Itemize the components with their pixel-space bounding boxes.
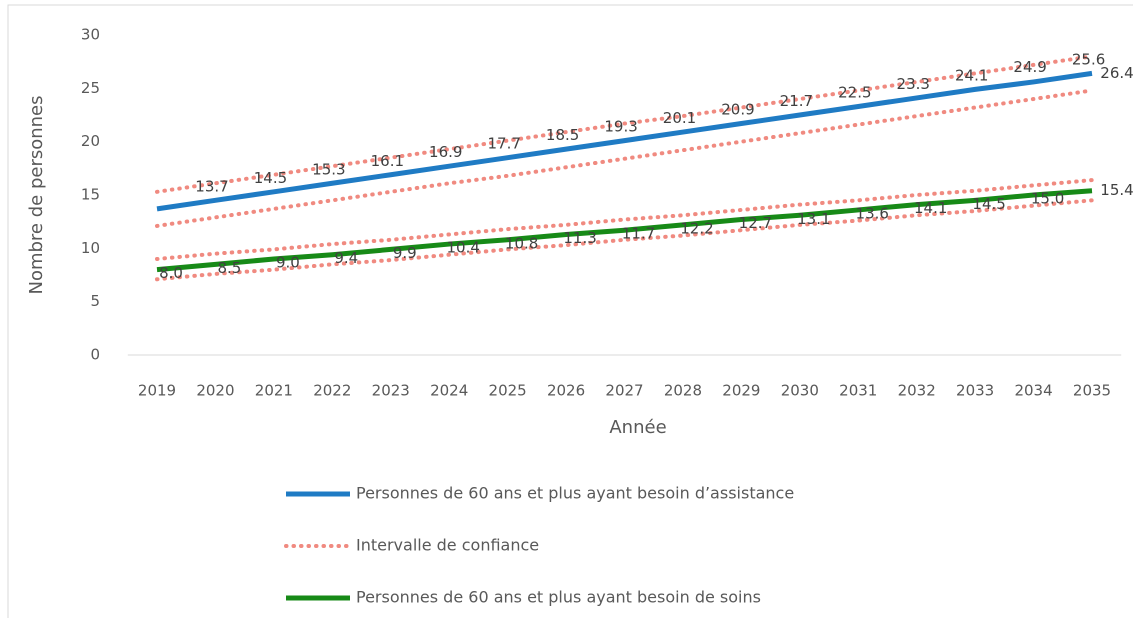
- y-axis-title: Nombre de personnes: [26, 95, 47, 294]
- x-tick-label: 2019: [138, 382, 176, 400]
- data-label: 13.7: [195, 177, 228, 195]
- data-label: 11.3: [563, 229, 596, 247]
- data-label: 9.0: [276, 254, 300, 272]
- x-tick-label: 2020: [196, 382, 234, 400]
- data-label: 13.1: [797, 210, 830, 228]
- y-tick-label: 10: [81, 239, 100, 257]
- data-label: 15.3: [312, 160, 345, 178]
- ci-line: [155, 178, 1094, 261]
- data-label: 26.4: [1100, 64, 1133, 82]
- data-label: 24.1: [955, 66, 988, 84]
- y-tick-label: 25: [81, 79, 100, 97]
- data-label: 15.0: [1031, 190, 1064, 208]
- data-label: 15.4: [1100, 181, 1133, 199]
- data-label: 14.5: [254, 169, 287, 187]
- data-label: 9.4: [334, 249, 358, 267]
- x-tick-label: 2032: [898, 382, 936, 400]
- y-tick-label: 15: [81, 186, 100, 204]
- chart-border: [7, 4, 1133, 618]
- data-label: 16.9: [429, 143, 462, 161]
- series-line: [156, 188, 1093, 273]
- data-label: 14.1: [914, 199, 947, 217]
- data-label: 12.2: [680, 219, 713, 237]
- x-tick-label: 2021: [255, 382, 293, 400]
- data-label: 9.9: [393, 244, 417, 262]
- data-label: 16.1: [371, 152, 404, 170]
- y-tick-label: 20: [81, 132, 100, 150]
- data-label: 23.3: [897, 75, 930, 93]
- x-axis-title: Année: [609, 417, 666, 438]
- data-label: 14.5: [972, 195, 1005, 213]
- x-tick-label: 2025: [489, 382, 527, 400]
- data-label: 20.9: [721, 101, 754, 119]
- y-tick-label: 30: [81, 26, 100, 44]
- data-label: 18.5: [546, 126, 579, 144]
- legend-label: Personnes de 60 ans et plus ayant besoin…: [356, 484, 794, 503]
- ci-line: [155, 54, 1094, 194]
- y-tick-label: 0: [90, 346, 100, 364]
- y-tick-label: 5: [90, 292, 100, 310]
- x-tick-label: 2031: [839, 382, 877, 400]
- data-label: 24.9: [1013, 58, 1046, 76]
- data-label: 13.6: [856, 204, 889, 222]
- series-line: [156, 70, 1093, 212]
- data-label: 8.5: [218, 259, 242, 277]
- x-tick-label: 2029: [722, 382, 760, 400]
- data-label: 8.0: [159, 264, 183, 282]
- data-label: 20.1: [663, 109, 696, 127]
- x-tick-label: 2034: [1014, 382, 1052, 400]
- legend-label: Personnes de 60 ans et plus ayant besoin…: [356, 588, 761, 607]
- x-tick-label: 2035: [1073, 382, 1111, 400]
- data-label: 19.3: [604, 118, 637, 136]
- x-tick-label: 2030: [781, 382, 819, 400]
- x-tick-label: 2026: [547, 382, 585, 400]
- x-tick-label: 2033: [956, 382, 994, 400]
- x-tick-label: 2023: [372, 382, 410, 400]
- ci-line: [155, 198, 1094, 282]
- x-tick-label: 2028: [664, 382, 702, 400]
- data-label: 17.7: [487, 135, 520, 153]
- data-label: 10.8: [505, 234, 538, 252]
- x-tick-label: 2024: [430, 382, 468, 400]
- legend-label: Intervalle de confiance: [356, 536, 539, 555]
- data-label: 22.5: [838, 84, 871, 102]
- x-tick-label: 2027: [605, 382, 643, 400]
- data-label: 10.4: [446, 239, 479, 257]
- ci-line: [155, 88, 1094, 228]
- data-label: 12.7: [739, 214, 772, 232]
- x-tick-label: 2022: [313, 382, 351, 400]
- data-label: 21.7: [780, 92, 813, 110]
- data-label: 11.7: [622, 225, 655, 243]
- data-label: 25.6: [1072, 50, 1105, 68]
